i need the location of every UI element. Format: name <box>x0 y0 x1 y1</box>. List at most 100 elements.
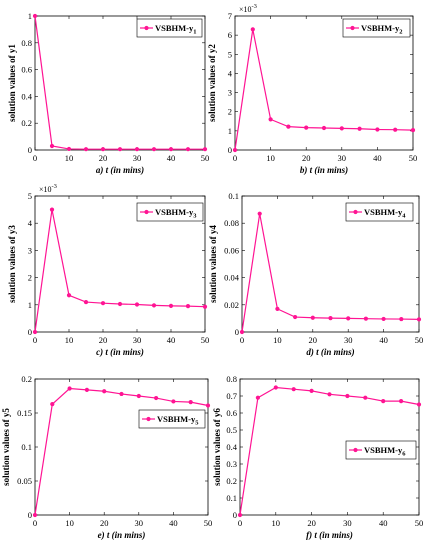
x-tick-label: 50 <box>415 335 424 345</box>
legend-box <box>138 409 206 429</box>
y-tick-label: 0.8 <box>226 374 237 384</box>
y-tick-label: 2 <box>228 107 232 117</box>
y-tick-label: 0.2 <box>226 476 237 486</box>
data-point <box>309 388 314 393</box>
data-point <box>363 316 368 321</box>
x-tick-label: 20 <box>302 153 311 163</box>
data-point <box>363 395 368 400</box>
chart-panel-e: 0 10 20 30 40 50 0 0.05 0.1 0.15 0.2 solution value… <box>1 374 212 540</box>
legend: VSBHM-y6 <box>345 440 417 460</box>
y-axis-label: solution values of y1 <box>7 44 17 122</box>
x-tick-label: 30 <box>133 335 142 345</box>
legend-swatch-marker <box>353 447 358 453</box>
panel-caption: a) t (in mins) <box>96 165 144 175</box>
y-axis-label: solution values of y4 <box>208 225 218 303</box>
data-point <box>185 147 191 152</box>
data-point <box>136 393 141 399</box>
legend-box <box>345 440 417 460</box>
data-point <box>32 13 38 19</box>
y-tick-label: 0 <box>233 510 237 520</box>
data-point <box>346 316 351 321</box>
data-point <box>134 147 140 152</box>
y-tick-label: 4 <box>228 68 233 78</box>
legend-swatch-marker <box>144 209 149 215</box>
y-tick-label: 0.02 <box>224 300 239 310</box>
x-tick-label: 0 <box>33 335 37 345</box>
data-point <box>275 306 280 311</box>
y-tick-label: 0 <box>228 145 232 155</box>
legend-swatch-marker <box>353 209 358 215</box>
x-tick-label: 10 <box>65 335 74 345</box>
y-tick-label: 0.6 <box>21 65 32 75</box>
data-point <box>134 302 140 307</box>
data-point <box>188 400 193 405</box>
plot-frame <box>241 195 420 333</box>
x-tick-label: 0 <box>233 153 237 163</box>
data-point <box>151 147 157 152</box>
x-tick-label: 10 <box>272 518 281 528</box>
y-axis-label: solution values of y2 <box>207 44 217 122</box>
plot-frame <box>234 15 414 151</box>
data-point <box>255 395 260 400</box>
plot-frame <box>34 195 206 333</box>
legend-label: VSBHM-y5 <box>157 414 199 427</box>
data-point <box>410 127 416 133</box>
y-tick-label: 0.2 <box>21 118 32 128</box>
data-point <box>328 316 333 321</box>
y-tick-label: 1 <box>28 11 32 21</box>
legend-box <box>345 202 414 222</box>
x-tick-label: 40 <box>373 153 382 163</box>
x-tick-label: 10 <box>65 153 74 163</box>
legend: VSBHM-y2 <box>342 18 411 38</box>
legend-box <box>342 18 411 38</box>
chart-panel-d: 0 10 20 30 40 50 0 0.02 0.04 0.06 0.08 0.1 solution … <box>208 191 423 357</box>
data-point <box>202 304 208 309</box>
data-point <box>102 389 107 394</box>
y-tick-label: 0.1 <box>226 493 237 503</box>
x-tick-label: 40 <box>379 335 388 345</box>
legend-box <box>136 202 204 222</box>
x-tick-label: 30 <box>344 335 353 345</box>
data-point <box>393 127 398 132</box>
data-point <box>83 299 89 305</box>
data-point <box>232 147 238 153</box>
x-tick-label: 40 <box>167 153 176 163</box>
x-tick-label: 20 <box>307 518 316 528</box>
legend: VSBHM-y3 <box>136 202 204 222</box>
y-tick-label: 0.15 <box>17 408 32 418</box>
y-axis-label: solution values of y6 <box>212 408 222 486</box>
y-tick-label: 4 <box>28 218 33 228</box>
y-tick-label: 0.6 <box>226 408 237 418</box>
data-point <box>345 393 350 399</box>
y-tick-label: 6 <box>228 30 232 40</box>
x-tick-label: 20 <box>100 518 109 528</box>
y-tick-label: 5 <box>228 49 232 59</box>
data-point <box>416 402 422 407</box>
x-tick-label: 0 <box>240 335 244 345</box>
y-tick-label: 0.05 <box>17 476 32 486</box>
data-point <box>49 207 55 212</box>
data-point <box>84 387 89 392</box>
x-tick-label: 30 <box>135 518 144 528</box>
x-tick-label: 0 <box>238 518 242 528</box>
legend-label: VSBHM-y3 <box>155 207 197 220</box>
x-tick-label: 30 <box>338 153 347 163</box>
legend-swatch-marker <box>146 416 151 422</box>
y-tick-label: 0.08 <box>224 218 239 228</box>
data-point <box>416 317 422 322</box>
data-point <box>66 293 72 298</box>
panel-caption: e) t (in mins) <box>98 530 146 540</box>
panel-caption: b) t (in mins) <box>300 165 348 175</box>
data-point <box>304 125 309 130</box>
legend-box <box>136 18 203 38</box>
y-tick-label: 0.5 <box>226 425 237 435</box>
x-tick-label: 50 <box>201 335 210 345</box>
x-tick-label: 20 <box>99 153 108 163</box>
data-point <box>293 314 298 320</box>
legend-label: VSBHM-y4 <box>364 207 406 220</box>
x-tick-label: 50 <box>415 518 424 528</box>
x-tick-label: 20 <box>309 335 318 345</box>
data-point <box>117 301 123 307</box>
data-point <box>250 27 255 32</box>
y-tick-label: 0 <box>28 510 32 520</box>
